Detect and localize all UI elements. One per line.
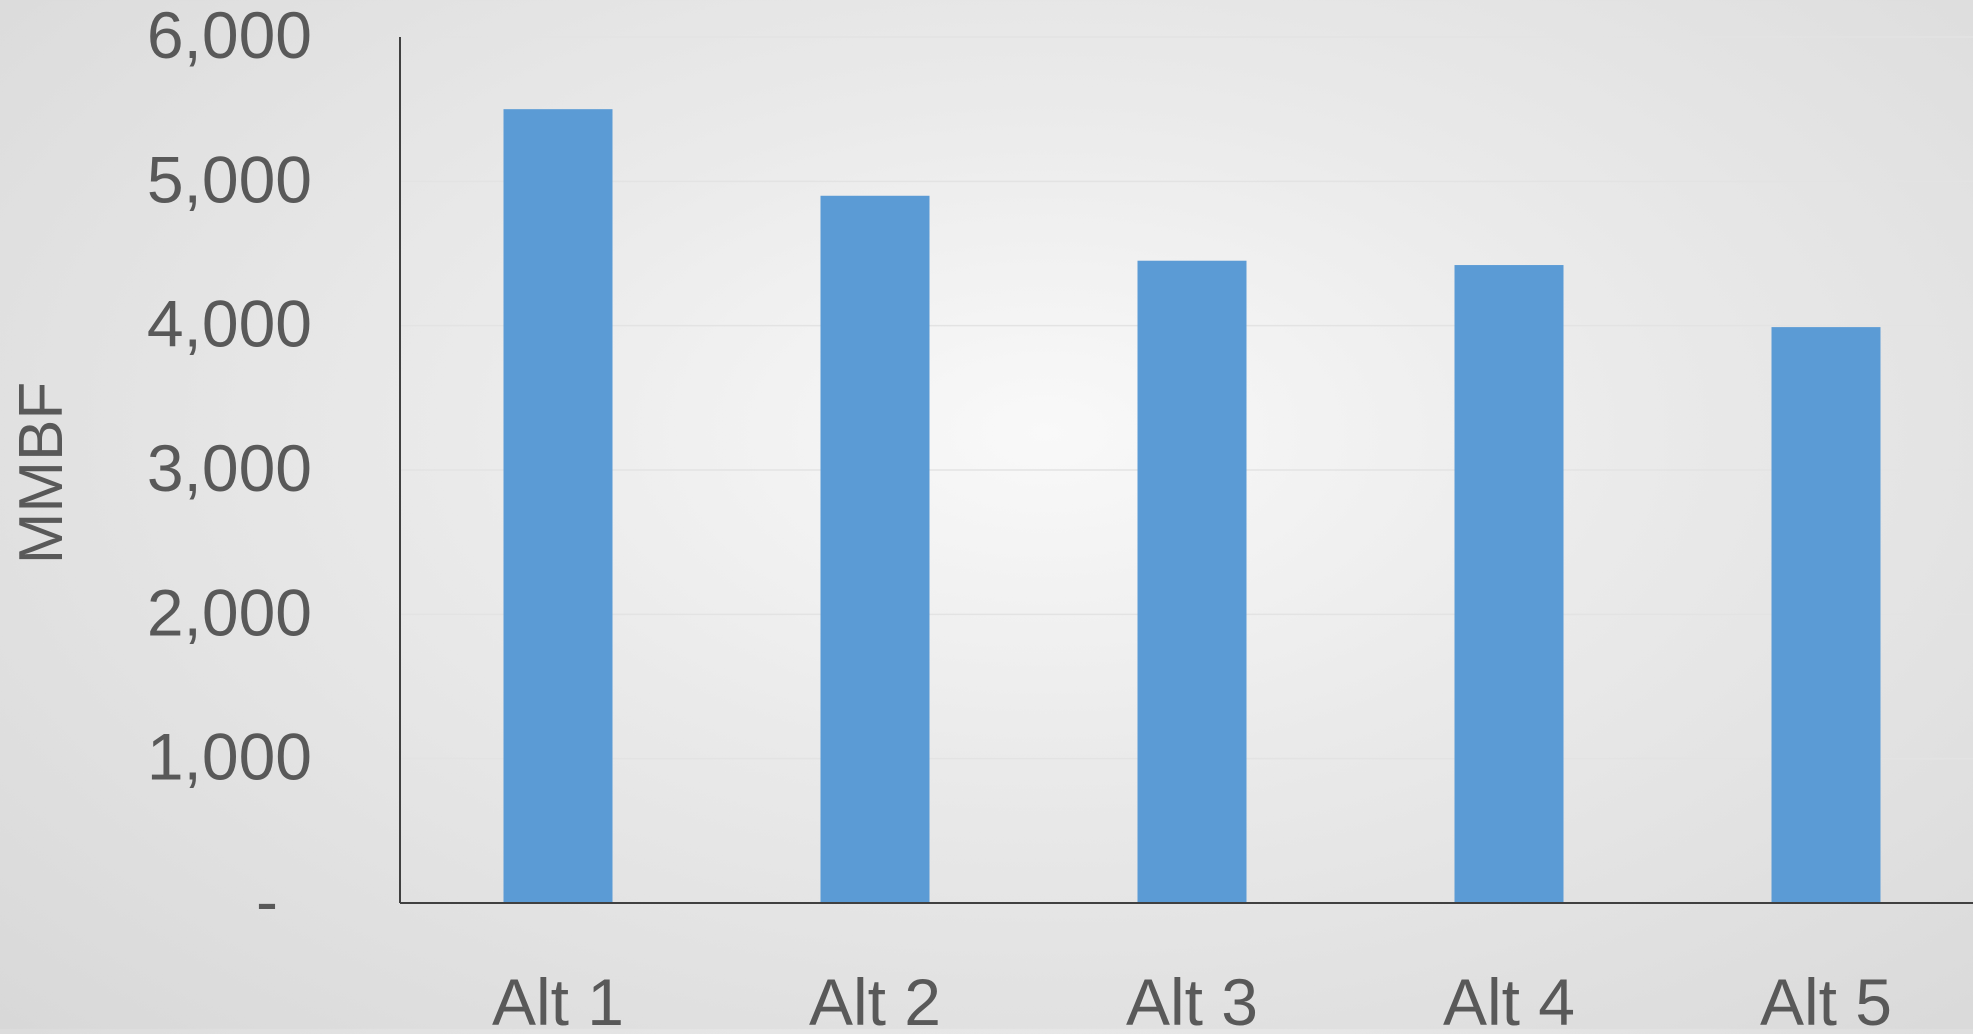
x-tick-label: Alt 5	[1760, 965, 1892, 1029]
x-tick-label: Alt 1	[492, 965, 624, 1029]
x-tick-labels: Alt 1 Alt 2 Alt 3 Alt 4 Alt 5	[492, 965, 1892, 1034]
y-tick-label: -	[256, 864, 278, 938]
y-tick-label: 4,000	[147, 287, 312, 361]
y-tick-label: 6,000	[147, 0, 312, 72]
y-tick-label: 3,000	[147, 431, 312, 505]
y-tick-labels: - 1,000 2,000 3,000 4,000 5,000 6,000	[147, 0, 312, 938]
y-tick-label: 5,000	[147, 142, 312, 216]
x-tick-label: Alt 4	[1443, 965, 1575, 1029]
bar	[1137, 260, 1247, 903]
y-axis-label: MMBF	[7, 382, 76, 565]
bar	[820, 195, 930, 903]
bar	[1771, 327, 1881, 903]
bar	[1454, 265, 1564, 904]
x-tick-label: Alt 3	[1126, 965, 1258, 1029]
bars	[503, 109, 1881, 904]
y-tick-label: 2,000	[147, 575, 312, 649]
x-tick-label: Alt 2	[809, 965, 941, 1029]
axes	[399, 37, 1973, 904]
y-tick-label: 1,000	[147, 720, 312, 794]
bar	[503, 109, 613, 903]
